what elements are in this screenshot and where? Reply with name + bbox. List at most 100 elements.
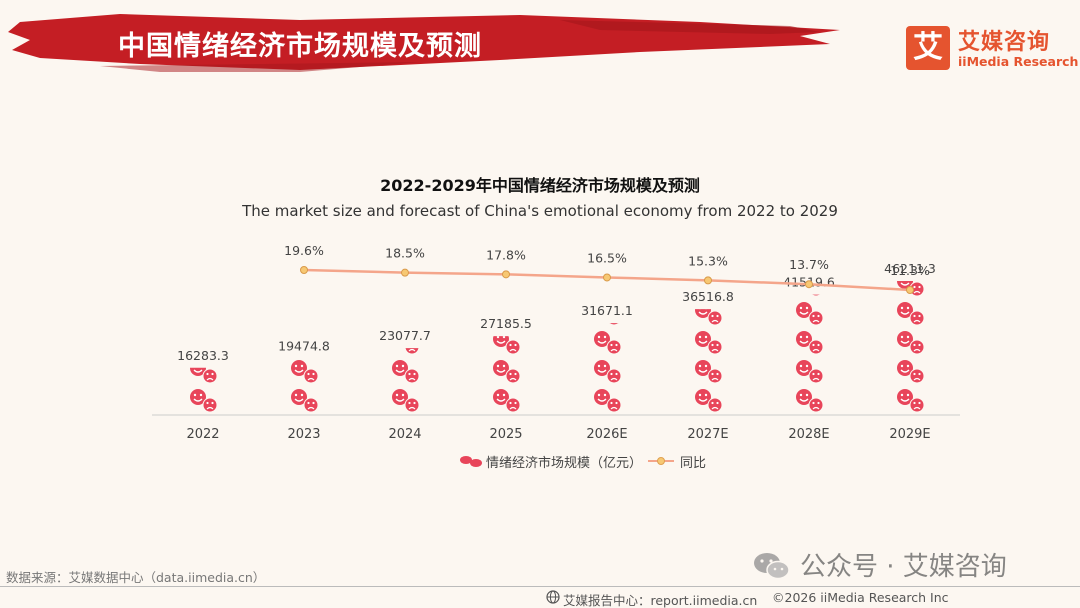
smile-face-icon: [796, 302, 812, 318]
partial-icon-pair: [695, 309, 723, 326]
frown-face-icon: [202, 368, 218, 384]
watermark-text: 公众号 · 艾媒咨询: [800, 552, 1007, 582]
logo-name-cn: 艾媒咨询: [958, 30, 1051, 55]
frown-face-icon: [505, 368, 521, 384]
wechat-icon: [754, 553, 790, 580]
smile-face-icon: [695, 331, 711, 347]
brand-logo: 艾 艾媒咨询 iiMedia Research: [906, 22, 1078, 72]
smile-face-icon: [897, 360, 913, 376]
frown-face-icon: [909, 397, 925, 413]
frown-face-icon: [811, 294, 821, 297]
partial-icon-pair: [404, 348, 420, 355]
frown-face-icon: [303, 368, 319, 384]
logo-mark: 艾: [906, 26, 950, 70]
yoy-point: [300, 266, 308, 274]
yoy-point: [805, 280, 813, 289]
frown-face-icon: [808, 397, 824, 413]
frown-face-icon: [909, 368, 925, 384]
partial-icon-pair: [608, 323, 620, 326]
footer-copyright: ©2026 iiMedia Research Inc: [772, 590, 949, 605]
yoy-point: [906, 286, 914, 294]
yoy-point: [401, 268, 409, 277]
globe-icon: [546, 590, 560, 604]
smile-face-icon: [897, 389, 913, 405]
partial-icon-pair: [190, 367, 218, 384]
frown-face-icon: [808, 368, 824, 384]
frown-face-icon: [808, 310, 824, 326]
frown-face-icon: [505, 397, 521, 413]
pictograph-bar: [493, 336, 521, 413]
frown-face-icon: [707, 368, 723, 384]
frown-face-icon: [707, 339, 723, 355]
smile-face-icon: [897, 302, 913, 318]
pictograph-bar: [392, 348, 420, 413]
bar-value-label: 23077.7: [379, 328, 431, 343]
bar-value-label: 19474.8: [278, 339, 330, 354]
bar-value-label: 31671.1: [581, 303, 633, 318]
frown-face-icon: [404, 368, 420, 384]
pictograph-bar: [190, 367, 218, 413]
smile-face-icon: [493, 389, 509, 405]
frown-face-icon: [606, 339, 622, 355]
legend-bar-icon: [460, 456, 482, 467]
smile-face-icon: [594, 360, 610, 376]
frown-face-icon: [608, 323, 620, 326]
x-tick-label: 2027E: [687, 427, 728, 442]
frown-face-icon: [404, 397, 420, 413]
smile-face-icon: [493, 360, 509, 376]
smile-face-icon: [796, 360, 812, 376]
data-source: 数据来源：艾媒数据中心（data.iimedia.cn）: [6, 570, 266, 585]
x-tick-label: 2022: [186, 427, 219, 442]
frown-face-icon: [202, 397, 218, 413]
x-tick-label: 2025: [489, 427, 522, 442]
frown-face-icon: [404, 348, 420, 355]
x-tick-label: 2029E: [889, 427, 930, 442]
partial-icon-pair: [493, 336, 521, 355]
frown-face-icon: [303, 397, 319, 413]
frown-face-icon: [606, 397, 622, 413]
x-tick-label: 2024: [388, 427, 421, 442]
footer-report-center[interactable]: 艾媒报告中心：report.iimedia.cn: [563, 593, 758, 608]
title-banner: [8, 14, 840, 72]
smile-face-icon: [695, 389, 711, 405]
yoy-label: 17.8%: [486, 247, 526, 262]
bar-value-label: 16283.3: [177, 348, 229, 363]
frown-face-icon: [909, 310, 925, 326]
partial-icon-pair: [291, 360, 319, 384]
legend-label-bar: 情绪经济市场规模（亿元）: [486, 456, 643, 471]
legend-line-icon: [648, 457, 674, 465]
smile-face-icon: [190, 367, 206, 376]
bar-value-label: 46211.3: [884, 261, 936, 276]
yoy-label: 13.7%: [789, 257, 829, 272]
smile-face-icon: [594, 389, 610, 405]
smile-face-icon: [493, 336, 509, 347]
chart-subtitle: The market size and forecast of China's …: [242, 202, 838, 220]
x-tick-label: 2026E: [586, 427, 627, 442]
frown-face-icon: [909, 339, 925, 355]
smile-face-icon: [695, 309, 711, 318]
footer-divider: [0, 586, 1080, 587]
frown-face-icon: [808, 339, 824, 355]
yoy-label: 16.5%: [587, 250, 627, 265]
pictograph-bar: [291, 360, 319, 413]
frown-face-icon: [707, 397, 723, 413]
smile-face-icon: [392, 360, 408, 376]
bar-value-label: 36516.8: [682, 289, 734, 304]
smile-face-icon: [897, 331, 913, 347]
smile-face-icon: [291, 389, 307, 405]
legend-label-line: 同比: [680, 456, 707, 471]
x-tick-label: 2028E: [788, 427, 829, 442]
page-title: 中国情绪经济市场规模及预测: [118, 31, 482, 62]
pictograph-bar: [897, 280, 925, 413]
yoy-label: 19.6%: [284, 243, 324, 258]
yoy-label: 11.3%: [890, 263, 930, 278]
pictograph-bar: [594, 323, 622, 413]
yoy-point: [603, 273, 611, 282]
smile-face-icon: [796, 389, 812, 405]
frown-face-icon: [606, 368, 622, 384]
partial-icon-pair: [811, 294, 821, 297]
pictograph-bar: [695, 309, 723, 413]
frown-face-icon: [707, 310, 723, 326]
yoy-point: [502, 270, 510, 279]
